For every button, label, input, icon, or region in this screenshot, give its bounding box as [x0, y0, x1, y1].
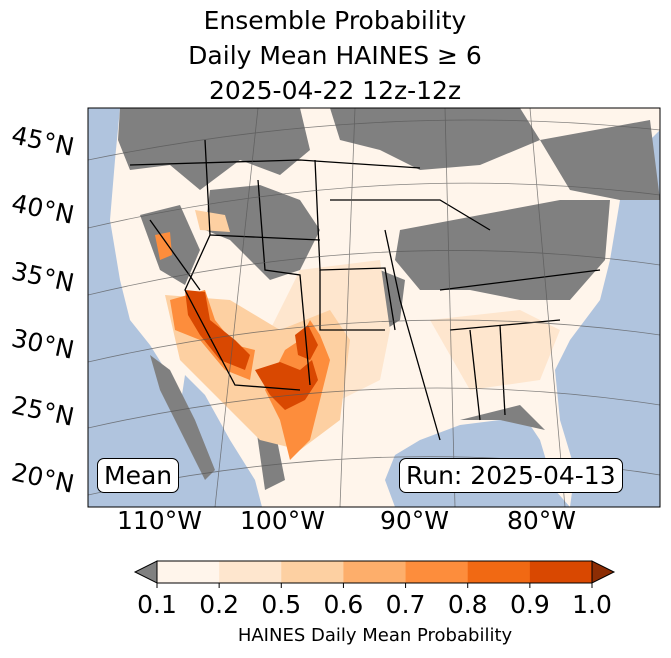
area-0.7-nevada — [155, 232, 172, 260]
area-0.9-texas — [255, 360, 318, 410]
area-0.9-arizona — [185, 290, 250, 370]
colorbar-tick-label: 0.7 — [385, 590, 426, 619]
area-0.5-utah — [195, 210, 230, 232]
probability-areas — [155, 210, 560, 460]
meridian-80 — [529, 108, 566, 507]
title-line-1: Ensemble Probability — [203, 6, 467, 35]
colorbar-label: HAINES Daily Mean Probability — [237, 625, 513, 646]
colorbar-segment — [281, 561, 344, 583]
colorbar-under-arrow — [133, 560, 158, 584]
lon-label-100: 100°W — [240, 506, 325, 535]
gray-baja — [150, 355, 215, 480]
meridian-110 — [214, 108, 259, 507]
parallel-40 — [88, 182, 660, 229]
colorbar-tick-label: 0.8 — [447, 590, 488, 619]
colorbar-over-arrow — [591, 560, 616, 584]
colorbar-tick-label: 0.9 — [509, 590, 550, 619]
gray-canada-east — [330, 108, 540, 170]
gray-northeast — [540, 120, 660, 200]
colorbar-tick-label: 0.5 — [261, 590, 302, 619]
parallel-25 — [88, 387, 660, 429]
title-line-2: Daily Mean HAINES ≥ 6 — [188, 41, 482, 70]
title-line-3: 2025-04-22 12z-12z — [208, 76, 462, 105]
colorbar-tick-label: 0.6 — [323, 590, 364, 619]
meridian-100 — [339, 108, 356, 507]
meridian-90 — [444, 108, 456, 507]
gray-gulf-coast — [460, 405, 545, 430]
lon-label-90: 90°W — [380, 506, 450, 535]
gray-canada-west — [118, 108, 310, 190]
colorbar-tick-label: 0.2 — [199, 590, 240, 619]
colorbar-frame — [156, 560, 593, 584]
colorbar-segment — [157, 561, 220, 583]
border-us-canada — [129, 159, 421, 169]
colorbar-segment — [405, 561, 469, 583]
colorbar-segment — [467, 561, 531, 583]
colorbar-segment — [529, 561, 593, 583]
colorbar-tick-label: 0.1 — [137, 590, 177, 619]
colorbar-segment — [343, 561, 407, 583]
lon-label-80: 80°W — [507, 506, 577, 535]
state-borders — [129, 139, 601, 441]
parallel-35 — [88, 250, 660, 296]
map-frame — [87, 107, 661, 508]
mean-label: Mean — [97, 458, 180, 493]
lon-label-110: 110°W — [117, 506, 202, 535]
colorbar — [133, 560, 616, 588]
run-label: Run: 2025-04-13 — [399, 458, 623, 493]
area-0.2-southeast — [430, 310, 560, 390]
colorbar-segment — [219, 561, 282, 583]
parallel-45 — [88, 119, 660, 161]
colorbar-tick-label: 1.0 — [572, 590, 612, 619]
parallel-30 — [88, 319, 660, 363]
